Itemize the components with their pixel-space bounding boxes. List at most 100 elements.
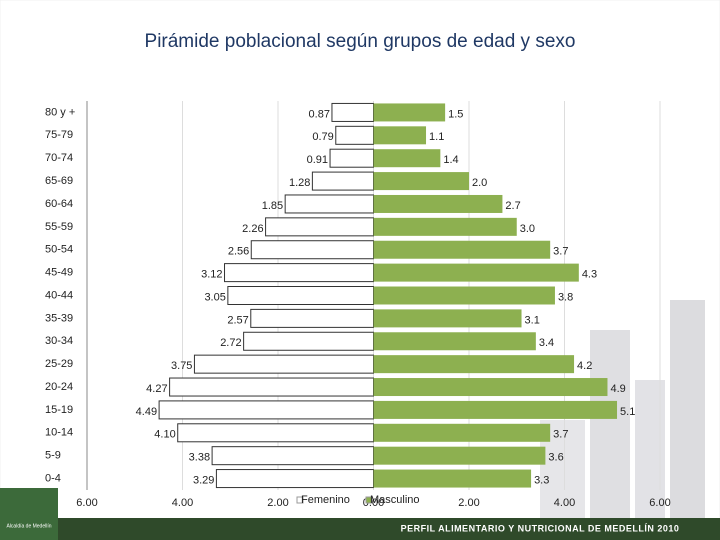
y-tick-label: 25-29 — [45, 358, 73, 370]
value-label: 4.27 — [146, 383, 167, 395]
bar — [177, 423, 374, 443]
bar — [158, 400, 374, 420]
chart-title: Pirámide poblacional según grupos de eda… — [145, 31, 576, 52]
value-label: 4.10 — [154, 429, 175, 441]
value-label: 1.28 — [289, 177, 310, 189]
bar — [331, 102, 374, 122]
value-label: 1.1 — [429, 131, 444, 143]
bar — [215, 469, 374, 489]
x-tick-label: 2.00 — [267, 497, 288, 509]
y-tick-label: 55-59 — [45, 221, 73, 233]
footer-text: PERFIL ALIMENTARIO Y NUTRICIONAL DE MEDE… — [401, 523, 680, 533]
bar — [373, 469, 532, 488]
y-tick-label: 40-44 — [45, 289, 73, 301]
y-tick-label: 5-9 — [45, 450, 61, 462]
value-label: 3.12 — [201, 269, 222, 281]
bar — [373, 172, 469, 191]
value-label: 3.8 — [558, 291, 573, 303]
value-label: 0.79 — [312, 131, 333, 143]
bar — [373, 446, 546, 465]
bar — [373, 217, 517, 236]
value-label: 2.0 — [472, 177, 487, 189]
value-label: 3.38 — [189, 452, 210, 464]
y-tick-label: 15-19 — [45, 404, 73, 416]
y-tick-label: 30-34 — [45, 335, 73, 347]
y-tick-label: 35-39 — [45, 312, 73, 324]
bar — [373, 355, 575, 374]
bar — [224, 263, 374, 283]
bar — [335, 125, 374, 145]
bar — [193, 354, 374, 374]
bar — [311, 171, 375, 191]
value-label: 3.6 — [548, 452, 563, 464]
y-tick-label: 10-14 — [45, 427, 73, 439]
logo-text: Alcaldía de Medellín — [6, 523, 51, 529]
bar — [329, 148, 374, 168]
bar — [373, 126, 427, 145]
footer-bar — [0, 518, 720, 540]
value-label: 3.7 — [553, 429, 568, 441]
y-tick-label: 75-79 — [45, 129, 73, 141]
bar — [243, 331, 374, 351]
x-tick-label: 4.00 — [554, 497, 575, 509]
value-label: 1.85 — [262, 200, 283, 212]
legend-marker — [365, 496, 373, 504]
bar — [265, 217, 374, 237]
value-label: 3.7 — [553, 246, 568, 258]
bar — [284, 194, 375, 214]
y-tick-label: 60-64 — [45, 198, 73, 210]
value-label: 4.49 — [136, 406, 157, 418]
y-tick-label: 0-4 — [45, 472, 61, 484]
value-label: 2.57 — [227, 314, 248, 326]
bar — [373, 263, 579, 282]
x-tick-label: 4.00 — [172, 497, 193, 509]
x-tick-label: 6.00 — [76, 497, 97, 509]
bar — [373, 309, 522, 328]
value-label: 5.1 — [620, 406, 635, 418]
value-label: 1.5 — [448, 108, 463, 120]
bar — [373, 378, 608, 397]
bar — [373, 423, 551, 442]
value-label: 1.4 — [443, 154, 458, 166]
bar — [250, 308, 374, 328]
value-label: 4.9 — [610, 383, 625, 395]
value-label: 4.2 — [577, 360, 592, 372]
value-label: 2.56 — [228, 246, 249, 258]
legend-marker — [296, 496, 304, 504]
y-tick-label: 80 y + — [45, 106, 75, 118]
bar — [373, 103, 446, 122]
bar — [211, 446, 374, 466]
value-label: 3.29 — [193, 474, 214, 486]
value-label: 3.05 — [204, 291, 225, 303]
y-tick-label: 45-49 — [45, 267, 73, 279]
bar — [373, 286, 555, 305]
bar — [169, 377, 374, 397]
bar — [250, 240, 374, 260]
bar — [373, 149, 441, 168]
bar — [373, 240, 551, 259]
value-label: 3.75 — [171, 360, 192, 372]
legend-label: Masculino — [370, 494, 420, 506]
y-tick-label: 50-54 — [45, 244, 73, 256]
value-label: 3.1 — [525, 314, 540, 326]
value-label: 0.91 — [307, 154, 328, 166]
bar — [227, 286, 374, 305]
value-label: 3.0 — [520, 223, 535, 235]
y-tick-label: 70-74 — [45, 152, 73, 164]
value-label: 0.87 — [309, 108, 330, 120]
logo — [0, 488, 58, 540]
value-label: 3.4 — [539, 337, 554, 349]
legend-label: Femenino — [301, 494, 350, 506]
x-tick-label: 2.00 — [458, 497, 479, 509]
value-label: 2.72 — [220, 337, 241, 349]
value-label: 2.26 — [242, 223, 263, 235]
value-label: 2.7 — [505, 200, 520, 212]
bar — [373, 332, 536, 351]
bar — [373, 400, 618, 419]
x-tick-label: 6.00 — [649, 497, 670, 509]
y-tick-label: 65-69 — [45, 175, 73, 187]
bar — [373, 194, 503, 213]
y-tick-label: 20-24 — [45, 381, 73, 393]
value-label: 4.3 — [582, 269, 597, 281]
